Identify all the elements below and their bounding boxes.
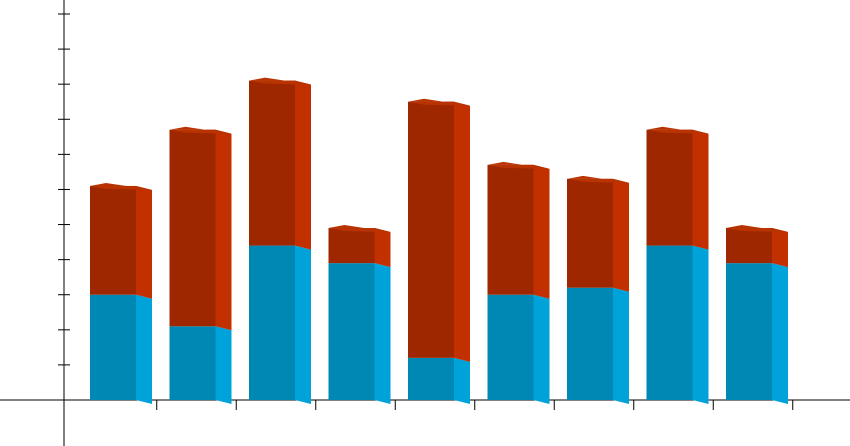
bar-segment-side [374, 228, 391, 268]
bar-segment-front [249, 245, 295, 400]
bar-segment-top-cap [567, 175, 629, 183]
bar-segment-front [487, 294, 534, 400]
bar-segment-front [408, 357, 454, 400]
bar-segment-side [295, 80, 311, 250]
bar-segment-side [454, 101, 470, 362]
bar-segment-side [136, 294, 152, 404]
bars [90, 77, 788, 404]
bar-segment-side [533, 164, 550, 299]
bar-segment-side [215, 326, 232, 404]
bar-segment-side [772, 263, 788, 404]
bar-segment-front [726, 263, 772, 400]
bar-segment-front [567, 287, 613, 400]
bar-segment-top-cap [646, 126, 709, 134]
bar-segment-top-cap [328, 225, 391, 233]
bar-segment-front [328, 263, 375, 400]
bar-segment-front [90, 185, 136, 295]
bar-segment-front [726, 228, 772, 264]
bar-segment-front [487, 164, 534, 295]
bar-segment-side [692, 245, 709, 404]
bar-segment-side [374, 263, 391, 404]
bar-segment-front [90, 294, 136, 400]
bar-segment-side [136, 185, 152, 299]
bar-segment-front [169, 129, 216, 327]
bar-segment-front [169, 326, 216, 400]
bar-segment-top-cap [90, 182, 152, 190]
bar-segment-front [646, 245, 693, 400]
bar-segment-front [328, 228, 375, 264]
bar-segment-front [249, 80, 295, 246]
bar-segment-top-cap [487, 161, 550, 169]
bar-segment-side [533, 294, 550, 404]
bar-segment-front [567, 178, 613, 288]
bar-segment-top-cap [726, 225, 788, 233]
bar-segment-side [613, 287, 629, 404]
bar-segment-top-cap [408, 98, 470, 106]
bar-segment-front [646, 129, 693, 246]
bar-segment-side [772, 228, 788, 268]
bar-segment-side [692, 129, 709, 250]
bar-segment-side [613, 178, 629, 292]
bar-segment-side [215, 129, 232, 331]
bar-segment-side [295, 245, 311, 404]
bar-segment-front [408, 101, 454, 358]
bar-segment-side [454, 357, 470, 404]
bar-segment-top-cap [169, 126, 232, 134]
bar-segment-top-cap [249, 77, 311, 85]
